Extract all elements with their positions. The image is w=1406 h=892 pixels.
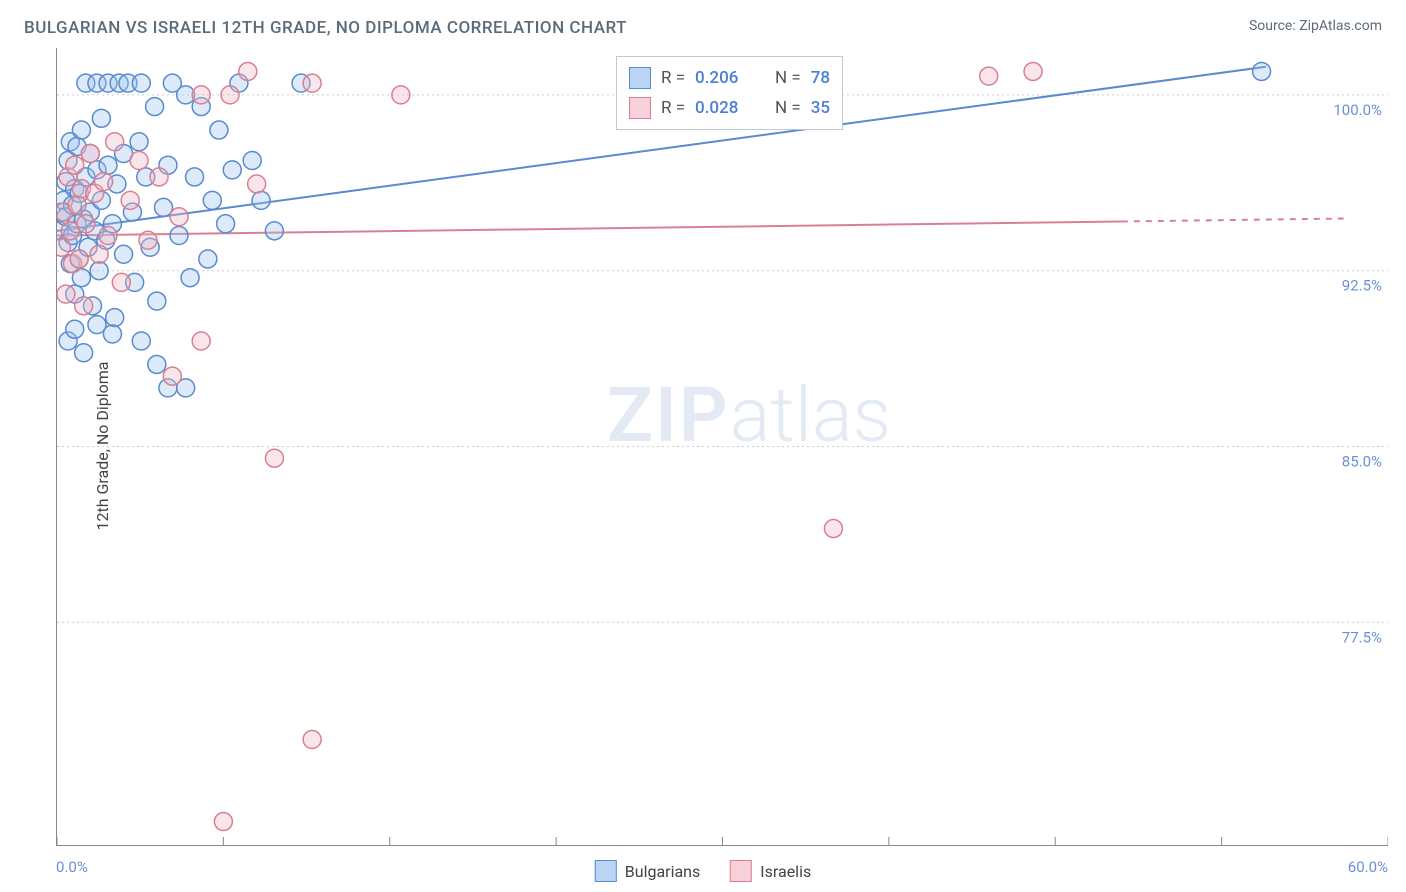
svg-text:77.5%: 77.5% [1342, 628, 1382, 646]
x-min-label: 0.0% [56, 858, 88, 876]
source-label: Source: ZipAtlas.com [1249, 18, 1382, 34]
correlation-chart: BULGARIAN VS ISRAELI 12TH GRADE, NO DIPL… [0, 0, 1406, 892]
legend-bottom: Bulgarians Israelis [595, 860, 811, 882]
legend-label-bulgarians: Bulgarians [625, 862, 700, 881]
svg-text:85.0%: 85.0% [1342, 453, 1382, 471]
r-label: R = [661, 68, 685, 88]
n-label: N = [775, 68, 801, 88]
legend-label-israelis: Israelis [760, 862, 811, 881]
chart-title: BULGARIAN VS ISRAELI 12TH GRADE, NO DIPL… [24, 18, 627, 38]
legend-item-israelis: Israelis [730, 860, 811, 882]
n-value-bulgarians: 78 [811, 68, 830, 88]
r-label: R = [661, 98, 685, 118]
legend-row-israelis: R = 0.028 N = 35 [627, 93, 832, 123]
swatch-bulgarians [629, 67, 651, 89]
svg-text:100.0%: 100.0% [1333, 101, 1382, 119]
swatch-israelis [629, 97, 651, 119]
n-value-israelis: 35 [811, 98, 830, 118]
svg-text:92.5%: 92.5% [1342, 277, 1382, 295]
r-value-israelis: 0.028 [695, 98, 755, 118]
swatch-israelis-icon [730, 860, 752, 882]
legend-item-bulgarians: Bulgarians [595, 860, 700, 882]
plot-svg: 100.0% 92.5% 85.0% 77.5% [57, 48, 1388, 845]
legend-top: R = 0.206 N = 78 R = 0.028 N = 35 [616, 56, 843, 130]
n-label: N = [775, 98, 801, 118]
x-max-label: 60.0% [1348, 858, 1388, 876]
swatch-bulgarians-icon [595, 860, 617, 882]
plot-area: 100.0%92.5%85.0%77.5% ZIPatlas R = 0.206… [56, 48, 1388, 846]
legend-row-bulgarians: R = 0.206 N = 78 [627, 63, 832, 93]
r-value-bulgarians: 0.206 [695, 68, 755, 88]
